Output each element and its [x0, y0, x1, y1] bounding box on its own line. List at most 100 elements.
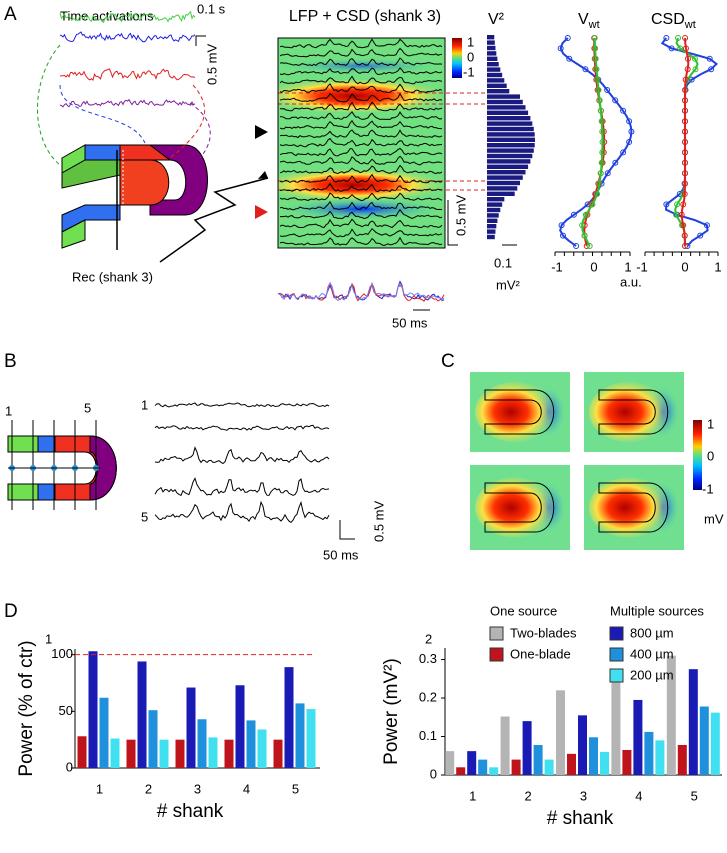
- colorbar: [452, 38, 462, 78]
- y-tick-label: 50: [59, 703, 73, 718]
- profile-point: [682, 35, 689, 41]
- bar: [622, 749, 632, 775]
- hist-bar: [487, 175, 523, 180]
- panel-label: B: [4, 351, 17, 372]
- x-tick-label: 3: [194, 781, 201, 796]
- hist-bar: [487, 197, 505, 202]
- lfp-trace: [279, 200, 443, 211]
- profile-point: [682, 76, 689, 83]
- lfp-trace: [154, 500, 330, 524]
- bar: [306, 709, 316, 768]
- legend-swatch: [489, 626, 504, 641]
- title-sub: wt: [684, 19, 696, 31]
- profile-point: [593, 66, 600, 73]
- marker: [255, 205, 268, 219]
- arrow: [159, 177, 269, 263]
- profile-point: [675, 35, 682, 41]
- horseshoe: [7, 435, 117, 501]
- lfp-trace: [279, 101, 443, 112]
- hist-bar: [487, 51, 497, 56]
- profile-point: [682, 45, 689, 52]
- legend-swatch: [609, 626, 624, 641]
- y-tick-label: 0.1: [419, 728, 437, 743]
- scale-label: 0.1 s: [197, 1, 226, 16]
- panel-title: V²: [488, 11, 505, 28]
- profile-point: [612, 97, 619, 104]
- bar: [235, 685, 245, 768]
- profile-point: [682, 149, 688, 156]
- bar: [644, 731, 654, 775]
- lfp-trace: [279, 110, 443, 121]
- profile-point: [674, 201, 681, 208]
- colorbar-tick: 1: [707, 416, 714, 431]
- panel-title: Vwt: [578, 11, 600, 31]
- shank-label: 5: [84, 400, 91, 415]
- unit-label: mV²: [496, 277, 521, 292]
- map-hot: [589, 477, 669, 538]
- scale-label: 50 ms: [392, 315, 428, 330]
- colorbar: [693, 420, 702, 490]
- hist-bar: [487, 159, 531, 164]
- profile-point: [579, 222, 586, 229]
- bar: [478, 759, 488, 775]
- x-tick-label: 5: [691, 788, 698, 803]
- profile-point: [573, 243, 580, 249]
- panel-title: CSDwt: [651, 11, 696, 31]
- lfp-trace: [154, 402, 330, 408]
- lfp-trace: [279, 218, 443, 229]
- hist-bar: [487, 202, 503, 207]
- bar: [208, 737, 218, 768]
- hist-bar: [487, 218, 498, 223]
- colorbar-tick: -1: [702, 481, 714, 496]
- profile-point: [682, 97, 689, 104]
- legend-label: One-blade: [510, 646, 571, 661]
- profile-point: [668, 45, 675, 52]
- hist-bar: [487, 126, 534, 132]
- map-outline: [484, 482, 555, 533]
- activation-trace: [59, 98, 196, 108]
- y-tick-label: 0: [66, 759, 73, 774]
- map-hot: [475, 382, 555, 442]
- x-axis-label: # shank: [547, 808, 614, 829]
- profile-point: [592, 45, 599, 52]
- map-hot: [589, 382, 669, 442]
- colorbar-tick: 0: [467, 49, 474, 64]
- profile-point: [604, 87, 611, 93]
- hist-bar: [487, 186, 518, 191]
- histogram: [487, 35, 535, 240]
- colorbar-tick: 1: [467, 34, 474, 49]
- shank-label: 1: [5, 403, 12, 418]
- tick-label: 1: [714, 259, 721, 274]
- legend-swatch: [609, 647, 624, 662]
- profiles: [554, 35, 719, 256]
- hist-bar: [487, 191, 515, 196]
- hist-bar: [487, 132, 535, 137]
- profile-point: [673, 211, 680, 218]
- scale-bar: [195, 35, 206, 46]
- profile-point: [703, 222, 710, 229]
- bar: [544, 759, 554, 775]
- bar: [284, 667, 294, 768]
- scale-label: 0.5 mV: [204, 43, 219, 85]
- lfp-trace: [279, 119, 443, 130]
- hist-bar: [487, 207, 501, 213]
- panel-label: C: [441, 351, 455, 372]
- legend-group: One source: [490, 603, 557, 618]
- bar: [88, 651, 98, 768]
- x-tick-label: 1: [96, 781, 103, 796]
- lfp-trace: [279, 67, 443, 76]
- marker: [255, 125, 268, 139]
- label: Time activations: [60, 8, 154, 23]
- y-tick-label: 0: [430, 766, 437, 781]
- lfp-trace: [279, 38, 443, 49]
- lfp-trace: [154, 477, 330, 496]
- hist-bar: [487, 229, 496, 234]
- x-tick-label: 2: [524, 788, 531, 803]
- legend-label: 400 µm: [630, 646, 674, 661]
- bar: [511, 759, 521, 775]
- profile-point: [558, 222, 565, 229]
- bar: [197, 719, 207, 768]
- arrow: [189, 102, 211, 159]
- arrow: [59, 84, 146, 144]
